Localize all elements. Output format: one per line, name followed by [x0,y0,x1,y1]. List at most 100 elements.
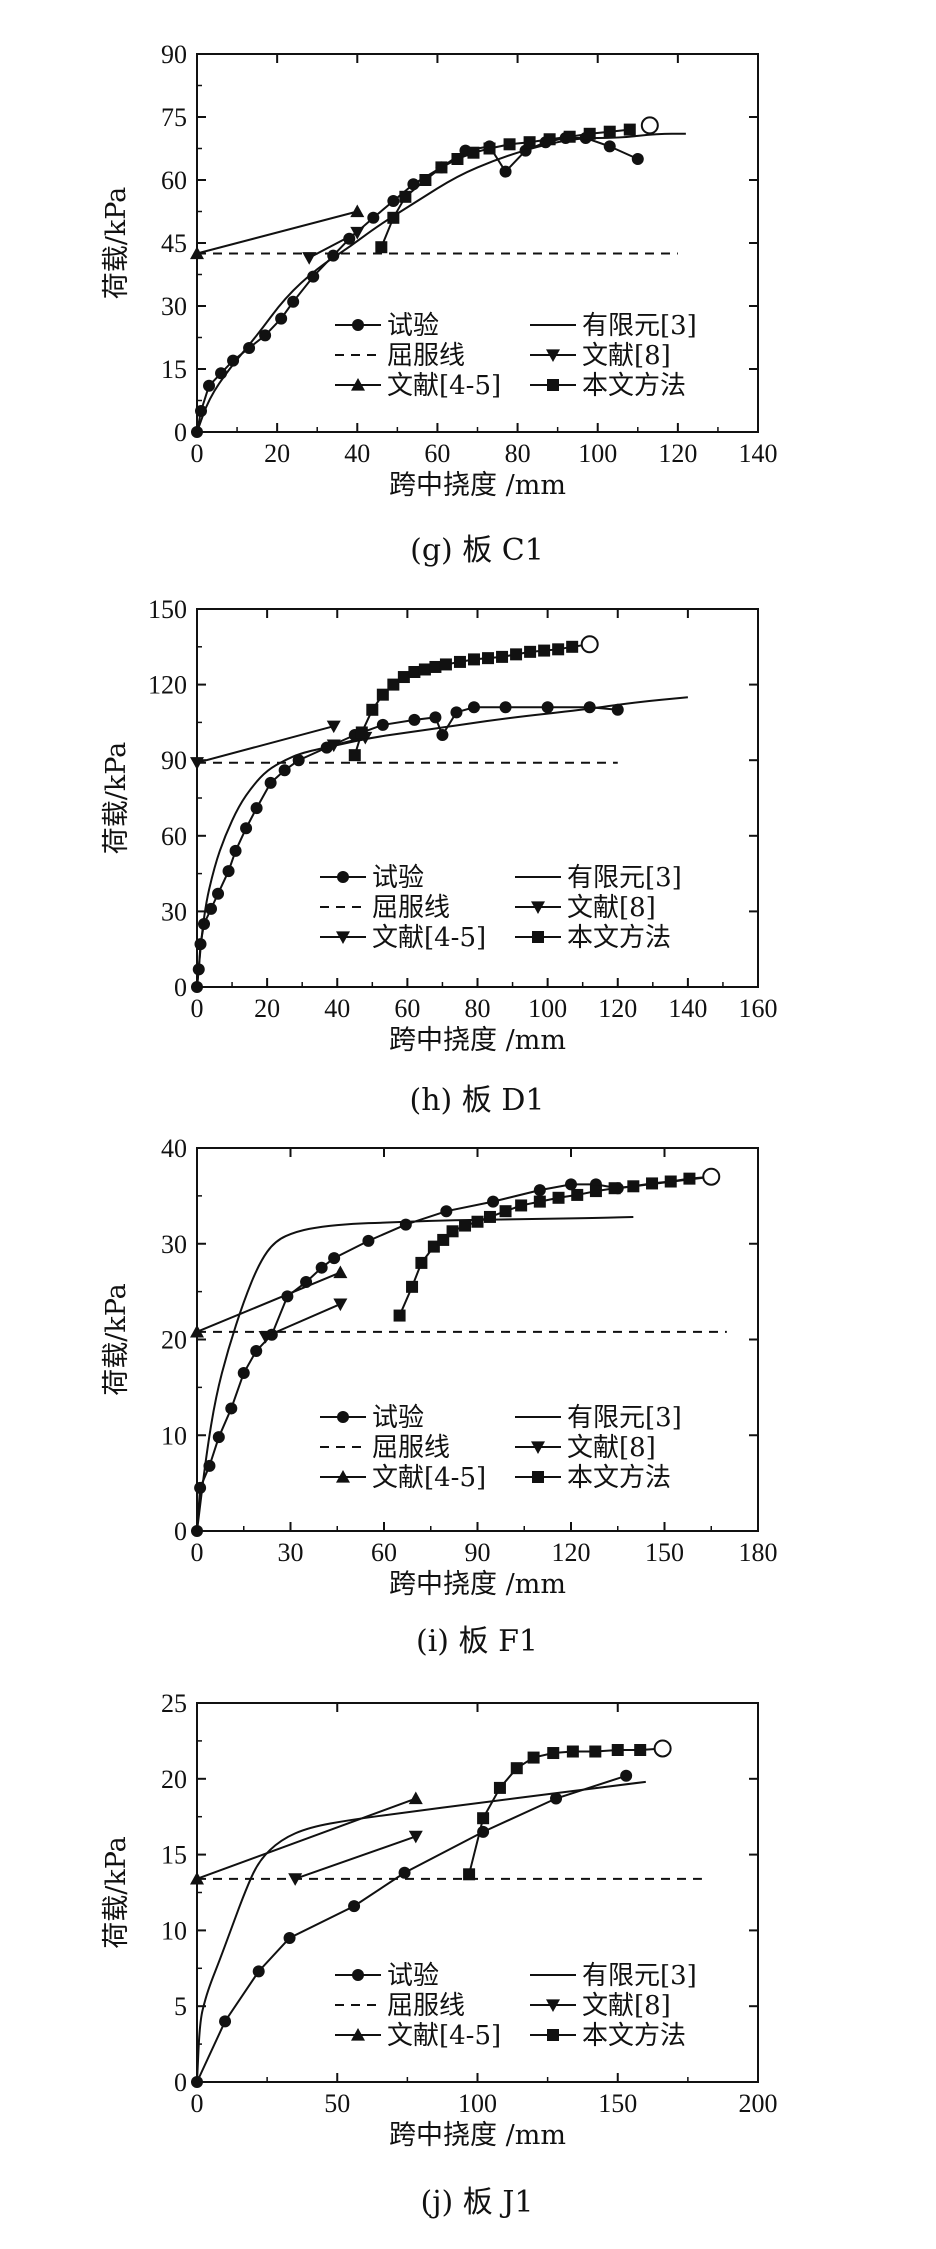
data-point [483,1210,496,1223]
data-point [563,130,576,143]
x-axis-label: 跨中挠度 /mm [389,2120,566,2151]
data-point [326,720,341,734]
x-tick-label: 60 [371,1538,397,1567]
data-point [419,174,432,186]
y-axis-label: 荷载/kPa [101,1836,132,1949]
legend-label: 文献[8] [582,1991,671,2021]
data-point [355,726,368,739]
data-point [515,1199,528,1212]
legend-label: 试验 [372,863,424,893]
data-point [427,1240,440,1253]
data-point [611,1743,624,1756]
legend-marker [532,931,544,943]
y-tick-label: 25 [161,1689,187,1718]
data-point [222,865,235,878]
data-point [499,165,512,178]
data-point [493,1781,506,1794]
legend-marker [337,1411,349,1423]
legend-label: 有限元[3] [582,311,697,341]
data-point [499,1205,512,1218]
panel-caption: (h) 板 D1 [410,1083,545,1118]
data-point [583,701,596,714]
series-4 [302,226,365,265]
y-tick-label: 15 [161,1841,187,1870]
data-point [399,190,412,203]
data-point [387,211,400,224]
data-point [487,1195,500,1208]
y-tick-label: 90 [161,746,187,775]
chart-panel-2: 0 30 60 90 120 150 180 0 10 20 30 40 跨中挠度 /mm 荷载/kPa (… [101,1134,778,1659]
panel-caption: (i) 板 F1 [416,1624,538,1659]
data-point [333,1298,348,1312]
data-point [275,312,288,325]
data-point [408,1791,423,1805]
series-5 [348,638,596,762]
data-point [664,1175,677,1188]
y-tick-label: 90 [161,40,187,69]
data-point [315,1261,328,1274]
data-point [348,1900,361,1913]
endpoint-marker [702,1167,721,1186]
data-point [367,211,380,224]
y-tick-label: 0 [174,418,187,447]
x-tick-label: 100 [458,2089,497,2118]
x-tick-label: 90 [465,1538,491,1567]
x-tick-label: 0 [191,439,204,468]
x-tick-label: 200 [739,2089,778,2118]
data-point [503,138,516,151]
data-point [453,655,466,668]
data-point [237,1367,250,1380]
data-point [227,354,240,367]
series-line [468,1747,663,1875]
data-point [440,1205,453,1218]
data-point [264,776,277,789]
y-tick-label: 20 [161,1765,187,1794]
y-tick-label: 45 [161,229,187,258]
y-tick-label: 120 [148,671,187,700]
data-point [429,660,442,673]
x-tick-label: 150 [598,2089,637,2118]
series-line [294,1835,417,1880]
data-point [397,671,410,684]
panel-caption: (j) 板 J1 [421,2185,534,2220]
series-2 [190,1265,348,1338]
data-point [571,1188,584,1201]
data-point [259,329,272,342]
data-point [550,1792,563,1805]
data-point [190,246,204,260]
legend-label: 试验 [387,1961,439,1991]
y-tick-label: 15 [161,355,187,384]
data-point [634,1743,647,1756]
legend-label: 屈服线 [372,1433,450,1463]
legend-label: 文献[4-5] [372,1463,486,1493]
data-point [603,125,616,138]
data-point [415,1256,428,1269]
series-line [265,1303,341,1338]
data-point [243,342,256,354]
series-line [196,1271,341,1333]
data-point [212,1431,225,1444]
legend-marker [351,2028,365,2041]
data-point [510,1762,523,1775]
series-5 [375,123,636,254]
data-point [496,650,509,663]
y-tick-label: 40 [161,1134,187,1163]
x-tick-label: 120 [552,1538,591,1567]
data-point [283,1931,296,1944]
endpoint-marker [640,116,659,135]
legend-label: 屈服线 [387,1991,465,2021]
data-point [376,688,389,701]
data-point [435,161,448,174]
chart-panel-1: 0 20 40 60 80 100 120 140 160 0 30 60 90 120 150 跨中挠度 /… [101,595,778,1118]
legend-label: 屈服线 [372,893,450,923]
y-tick-label: 10 [161,1916,187,1945]
legend-label: 屈服线 [387,341,465,371]
data-point [589,1185,602,1198]
data-point [611,703,624,716]
legend-label: 文献[8] [567,893,656,923]
data-point [302,252,317,265]
data-point [524,645,537,658]
